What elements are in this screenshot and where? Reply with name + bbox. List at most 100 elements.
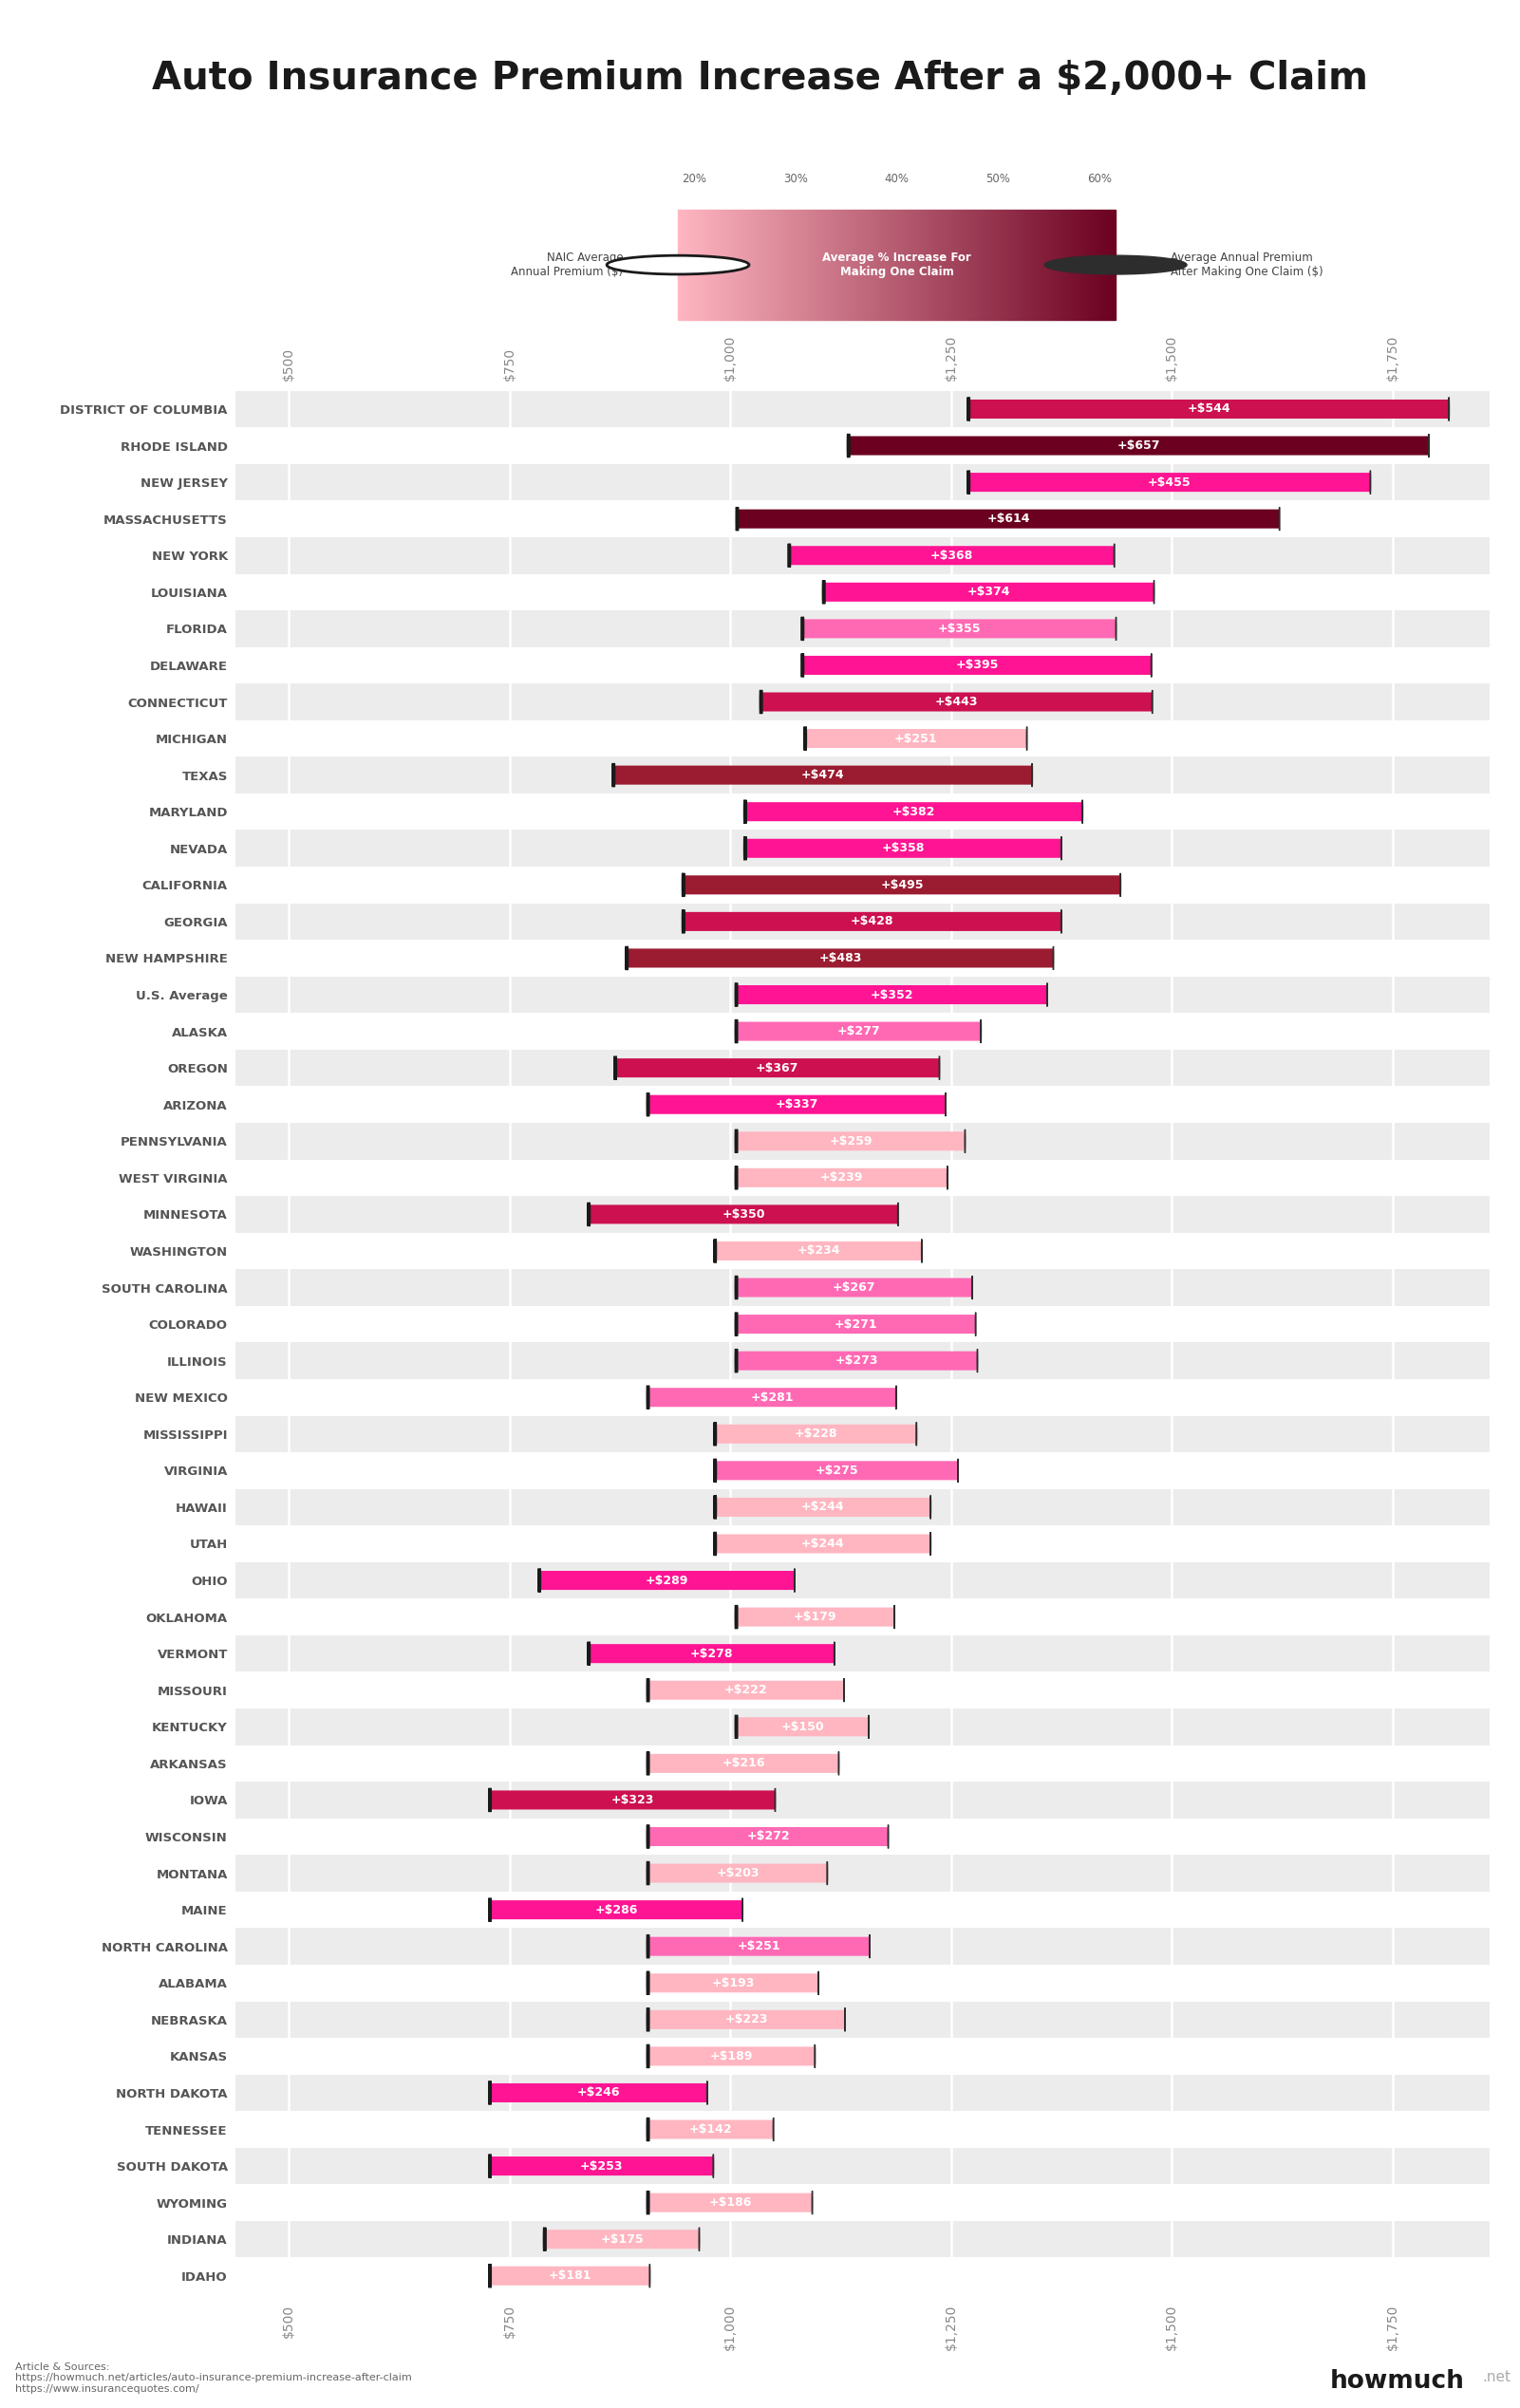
Bar (489, 2158, 713, 2174)
Text: 40%: 40% (885, 173, 909, 185)
Text: +$142: +$142 (689, 2124, 733, 2136)
Bar (626, 949, 1053, 968)
Text: +$150: +$150 (781, 1722, 824, 1734)
Text: Average Annual Premium
After Making One Claim ($): Average Annual Premium After Making One … (1170, 250, 1322, 279)
Text: +$222: +$222 (725, 1683, 768, 1695)
Text: 20%: 20% (682, 173, 707, 185)
Text: +$244: +$244 (801, 1500, 845, 1512)
Bar (236, 1344, 1490, 1380)
Bar (648, 1753, 839, 1772)
Text: +$253: +$253 (581, 2160, 623, 2172)
Bar (968, 400, 1449, 419)
Text: +$239: +$239 (821, 1173, 863, 1185)
Bar (236, 1122, 1490, 1158)
Bar (236, 1854, 1490, 1893)
Text: +$367: +$367 (755, 1062, 800, 1074)
Bar (616, 1060, 939, 1076)
Circle shape (606, 255, 749, 275)
Text: +$443: +$443 (935, 696, 979, 708)
Text: +$244: +$244 (801, 1539, 845, 1551)
Bar (544, 2230, 699, 2249)
Text: +$181: +$181 (549, 2271, 591, 2283)
Bar (648, 1975, 818, 1991)
Bar (736, 1315, 976, 1334)
Bar (236, 1710, 1490, 1746)
Bar (236, 1197, 1490, 1233)
Text: +$395: +$395 (956, 660, 999, 672)
Text: +$203: +$203 (716, 1866, 760, 1878)
Text: +$286: +$286 (594, 1905, 638, 1917)
Text: .net: .net (1482, 2369, 1511, 2384)
Bar (648, 1096, 945, 1115)
Text: +$495: +$495 (880, 879, 924, 891)
Bar (684, 877, 1120, 893)
Bar (588, 1204, 898, 1223)
Text: +$474: +$474 (801, 768, 845, 780)
Bar (736, 985, 1047, 1004)
Text: +$189: +$189 (710, 2049, 752, 2061)
Text: +$216: +$216 (722, 1758, 765, 1770)
Bar (489, 2266, 649, 2285)
Text: +$374: +$374 (967, 585, 1011, 597)
Bar (236, 2148, 1490, 2184)
Text: +$358: +$358 (882, 843, 924, 855)
Bar (803, 619, 1116, 638)
Bar (236, 756, 1490, 792)
Text: +$193: +$193 (711, 1977, 755, 1989)
Bar (737, 510, 1280, 527)
Text: Auto Insurance Premium Increase After a $2,000+ Claim: Auto Insurance Premium Increase After a … (152, 60, 1368, 99)
Bar (745, 838, 1061, 857)
Text: +$657: +$657 (1117, 441, 1160, 453)
Text: +$614: +$614 (986, 513, 1031, 525)
Bar (236, 831, 1490, 867)
Text: +$352: +$352 (869, 990, 914, 1002)
Bar (236, 2220, 1490, 2259)
Text: +$368: +$368 (930, 549, 973, 561)
Text: +$382: +$382 (892, 807, 935, 819)
Bar (648, 2194, 812, 2213)
Bar (236, 684, 1490, 720)
Text: +$271: +$271 (834, 1317, 877, 1329)
Text: +$337: +$337 (775, 1098, 818, 1110)
Text: +$272: +$272 (746, 1830, 790, 1842)
Bar (824, 583, 1154, 602)
Bar (236, 465, 1490, 501)
Bar (789, 547, 1114, 566)
Bar (736, 1132, 965, 1151)
Bar (236, 1563, 1490, 1599)
Text: +$323: +$323 (611, 1794, 654, 1806)
Text: +$246: +$246 (578, 2088, 620, 2100)
Bar (684, 913, 1061, 932)
Bar (236, 390, 1490, 426)
Bar (588, 1645, 834, 1664)
Bar (236, 903, 1490, 939)
Bar (714, 1426, 917, 1442)
Text: +$259: +$259 (828, 1134, 872, 1146)
Bar (714, 1498, 930, 1517)
Bar (736, 1351, 977, 1370)
Bar (236, 2076, 1490, 2112)
Text: +$223: +$223 (725, 2013, 768, 2025)
Text: +$267: +$267 (833, 1281, 876, 1293)
Text: +$428: +$428 (851, 915, 894, 927)
Text: +$186: +$186 (708, 2196, 752, 2208)
Bar (236, 1269, 1490, 1305)
Bar (803, 655, 1151, 674)
Bar (648, 2119, 774, 2138)
Text: howmuch: howmuch (1330, 2369, 1465, 2394)
Bar (736, 1279, 973, 1298)
Text: +$179: +$179 (793, 1611, 838, 1623)
Text: +$275: +$275 (815, 1464, 859, 1476)
Bar (714, 1243, 921, 1259)
Bar (236, 1929, 1490, 1965)
Bar (736, 1168, 947, 1187)
Bar (489, 2083, 707, 2102)
Text: +$350: +$350 (722, 1209, 765, 1221)
Bar (540, 1570, 795, 1589)
Text: +$483: +$483 (819, 951, 862, 963)
Text: +$228: +$228 (793, 1428, 838, 1440)
Text: 30%: 30% (783, 173, 807, 185)
Bar (489, 1900, 742, 1919)
Bar (848, 436, 1429, 455)
Bar (236, 1488, 1490, 1527)
